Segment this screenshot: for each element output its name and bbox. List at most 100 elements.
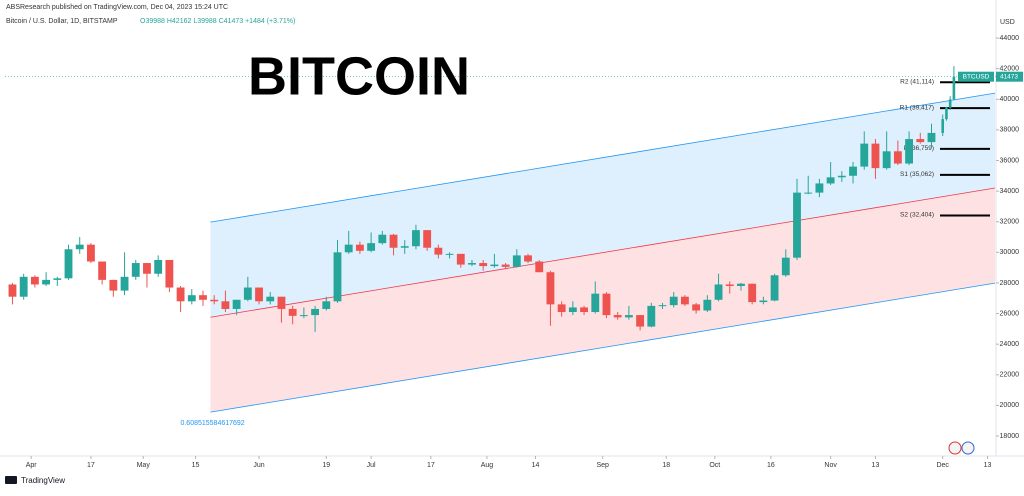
channel-upper-fill [210, 93, 996, 318]
levels-layer: R2 (41,114) R1 (39,417) P (36,759) S1 (35,0… [900, 78, 990, 219]
y-tick-label: 30000 [1000, 249, 1020, 256]
y-tick-label: 38000 [1000, 127, 1020, 134]
candles-layer [8, 66, 956, 332]
symbol-tag [958, 71, 994, 82]
candle-body [120, 276, 129, 291]
channel-deviation: 0.608515584617692 [180, 420, 244, 427]
candle-body [591, 293, 600, 313]
candle-body [288, 308, 297, 316]
candle-body [42, 279, 51, 285]
x-tick-label: Aug [481, 462, 494, 469]
y-tick-label: 26000 [1000, 310, 1020, 317]
candle-body [905, 139, 913, 164]
logo-mark [5, 476, 17, 484]
candle-body [737, 283, 745, 287]
candle-body [860, 143, 869, 167]
y-tick-label: 44000 [1000, 35, 1020, 42]
x-tick-label: 14 [532, 462, 540, 469]
candle-body [333, 252, 342, 302]
candle-body [703, 299, 712, 311]
candle-body [445, 253, 454, 255]
candle-body [804, 192, 813, 194]
candle-body [243, 287, 252, 300]
candle-body [941, 119, 945, 133]
candle-body [176, 287, 185, 302]
flag [961, 441, 975, 455]
candle-body [952, 76, 956, 100]
pivot-label: S2 (32,404) [900, 212, 934, 219]
candle-body [131, 263, 140, 277]
candle-body [948, 99, 952, 108]
footer-logo [5, 476, 17, 484]
candle-body [232, 299, 241, 309]
candle-body [613, 315, 622, 318]
candle-body [199, 295, 207, 300]
candle-body [367, 243, 376, 251]
price-tag [996, 71, 1023, 82]
y-tick-label: 34000 [1000, 188, 1020, 195]
candle-body [143, 263, 151, 274]
candle-body [580, 307, 588, 313]
candle-body [400, 246, 409, 248]
y-tick-label: 32000 [1000, 219, 1020, 226]
candle-body [658, 305, 667, 307]
candle-body [389, 234, 398, 248]
pivot-label: R2 (41,114) [900, 78, 934, 85]
y-tick-label: 36000 [1000, 157, 1020, 164]
candle-body [524, 255, 532, 262]
candle-body [602, 293, 611, 316]
candle-body [30, 276, 39, 285]
candle-body [781, 257, 790, 276]
candle-body [759, 300, 768, 303]
price-tag-label: 41473 [1000, 73, 1018, 80]
y-tick-label: 18000 [1000, 433, 1020, 440]
x-tick-label: 17 [427, 462, 435, 469]
candle-body [945, 107, 948, 120]
candle-body [255, 287, 263, 302]
y-tick-label: 22000 [1000, 372, 1020, 379]
candle-body [490, 264, 499, 267]
candle-body [311, 308, 319, 316]
candle-body [64, 249, 73, 279]
candle-body [512, 255, 521, 267]
y-tick-label: 28000 [1000, 280, 1020, 287]
candle-body [669, 296, 678, 306]
flags-icon [948, 441, 975, 455]
x-tick-label: Sep [597, 462, 610, 469]
candle-body [837, 175, 846, 178]
candle-body [187, 295, 196, 302]
candle-body [8, 284, 17, 297]
candle-body [916, 139, 925, 143]
y-tick-label: 40000 [1000, 96, 1020, 103]
x-tick-label: 19 [322, 462, 330, 469]
candle-body [98, 261, 107, 280]
candle-body [501, 264, 510, 267]
candle-body [378, 234, 387, 244]
candle-body [893, 151, 902, 164]
channel-lower [210, 282, 996, 413]
y-tick-label: 24000 [1000, 341, 1020, 348]
candle-body [355, 244, 364, 251]
candle-body [535, 261, 544, 273]
x-tick-label: Apr [26, 462, 38, 469]
candle-body [557, 304, 566, 313]
x-tick-label: 15 [192, 462, 200, 469]
candle-body [423, 230, 432, 248]
candle-body [87, 244, 95, 262]
candle-body [647, 305, 656, 327]
x-tick-label: Jun [253, 462, 264, 469]
candle-body [322, 301, 331, 309]
pivot-label: R1 (39,417) [900, 104, 934, 111]
candle-body [266, 296, 275, 302]
candle-body [210, 299, 219, 302]
candle-body [299, 315, 308, 317]
candle-body [624, 315, 633, 318]
x-tick-label: Dec [936, 462, 949, 469]
candle-body [871, 143, 880, 169]
y-tick-label: 42000 [1000, 65, 1020, 72]
x-tick-label: Oct [709, 462, 720, 469]
x-tick-label: Jul [367, 462, 376, 469]
candle-body [277, 296, 286, 309]
